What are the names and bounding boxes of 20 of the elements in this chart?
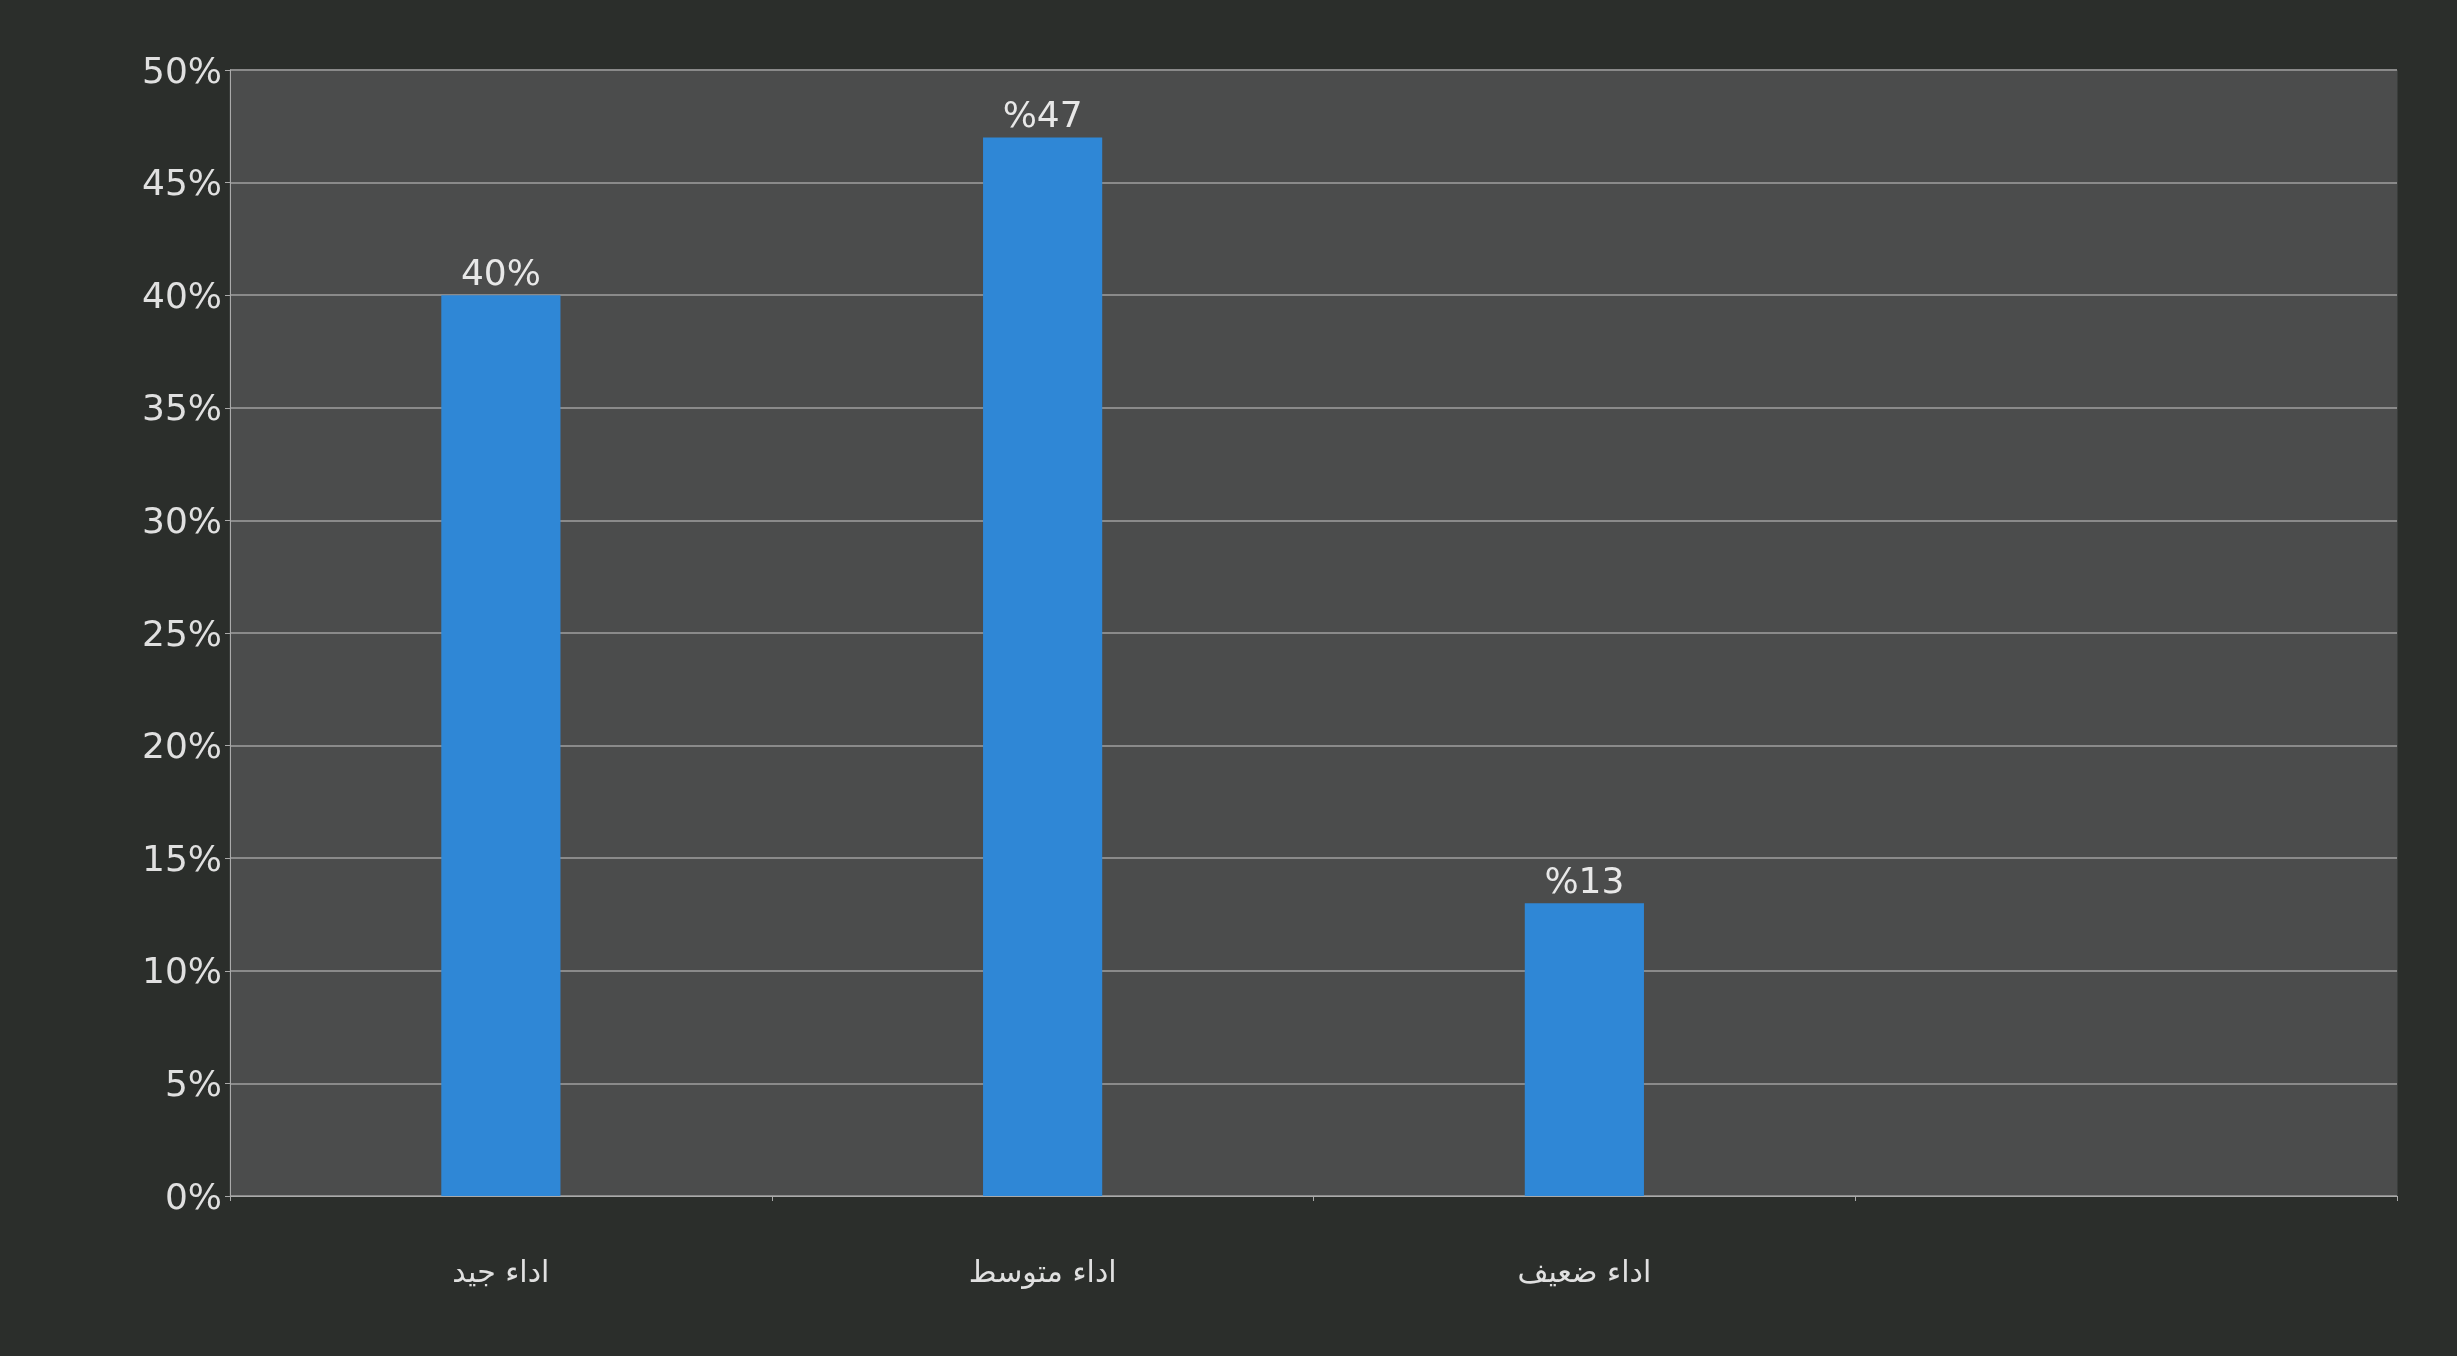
y-tick-label: 20% [141, 725, 222, 767]
x-tick-label: اداء ضعيف [1517, 1253, 1652, 1289]
y-tick-label: 5% [164, 1062, 222, 1104]
y-tick-label: 35% [141, 387, 222, 429]
bar [441, 295, 561, 1196]
y-tick-label: 10% [141, 950, 222, 992]
y-tick-label: 50% [141, 49, 222, 91]
x-tick-label: اداء جيد [452, 1253, 550, 1289]
y-tick-label: 45% [141, 162, 222, 204]
y-tick-label: 25% [141, 612, 222, 654]
bar [983, 137, 1103, 1196]
y-tick-label: 30% [141, 499, 222, 541]
data-label: %47 [1002, 94, 1083, 136]
y-tick-label: 0% [164, 1175, 222, 1217]
y-tick-label: 40% [141, 274, 222, 316]
bar [1524, 903, 1644, 1196]
data-label: 40% [460, 251, 541, 293]
data-label: %13 [1544, 859, 1625, 901]
y-tick-label: 15% [141, 837, 222, 879]
x-tick-label: اداء متوسط [968, 1253, 1117, 1289]
